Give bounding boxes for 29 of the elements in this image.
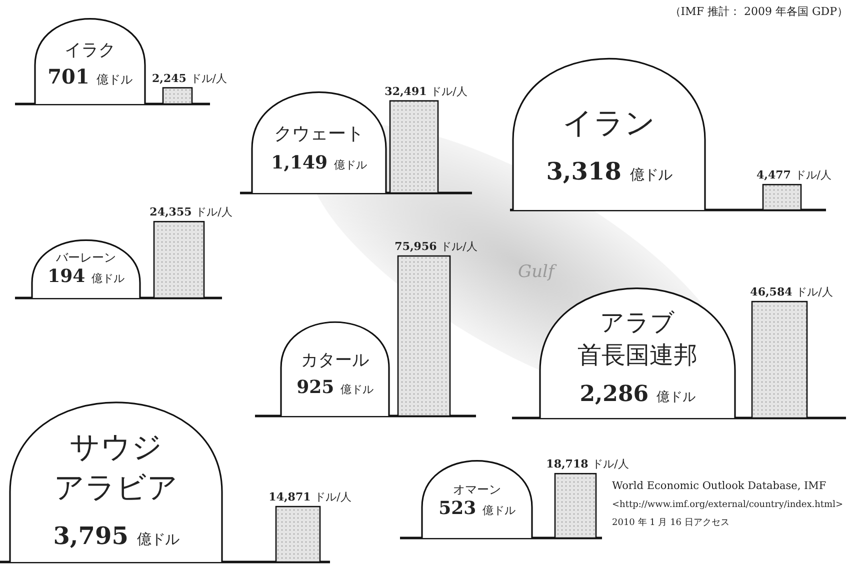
data-label: 18,718 ドル/人 <box>546 458 629 471</box>
data-label: 523 億ドル <box>438 498 516 520</box>
category-label: クウェート <box>274 124 364 145</box>
data-label: 3,318 億ドル <box>546 156 672 186</box>
data-label: 701 億ドル <box>48 64 132 88</box>
data-label: 2,286 億ドル <box>580 380 696 407</box>
data-label: 4,477 ドル/人 <box>756 168 832 182</box>
text: 2010 年 1 月 16 日アクセス <box>612 517 730 528</box>
data-label: 925 億ドル <box>296 377 374 398</box>
data-label: 2,245 ドル/人 <box>152 72 227 85</box>
data-label: 194 億ドル <box>48 266 124 288</box>
data-label: 24,355 ドル/人 <box>150 206 232 219</box>
text: World Economic Outlook Database, IMF <box>612 480 826 492</box>
category-label: アラブ首長国連邦 <box>578 308 698 370</box>
category-label: バーレーン <box>55 250 116 264</box>
text: （IMF 推計： 2009 年各国 GDP） <box>670 5 848 18</box>
data-label: 3,795 億ドル <box>53 520 179 550</box>
data-label: 46,584 ドル/人 <box>750 286 833 299</box>
text: <http://www.imf.org/external/country/index.html> <box>612 500 844 510</box>
data-label: 14,871 ドル/人 <box>268 490 352 504</box>
data-label: 75,956 ドル/人 <box>394 240 478 253</box>
category-label: カタール <box>301 350 369 371</box>
text: Gulf <box>518 262 557 282</box>
data-label: 1,149 億ドル <box>271 152 367 174</box>
category-label: イラン <box>562 106 656 141</box>
category-label: イラク <box>64 40 116 60</box>
data-label: 32,491 ドル/人 <box>384 84 468 98</box>
category-label: オマーン <box>453 482 501 497</box>
category-label: サウジアラビア <box>54 430 178 506</box>
